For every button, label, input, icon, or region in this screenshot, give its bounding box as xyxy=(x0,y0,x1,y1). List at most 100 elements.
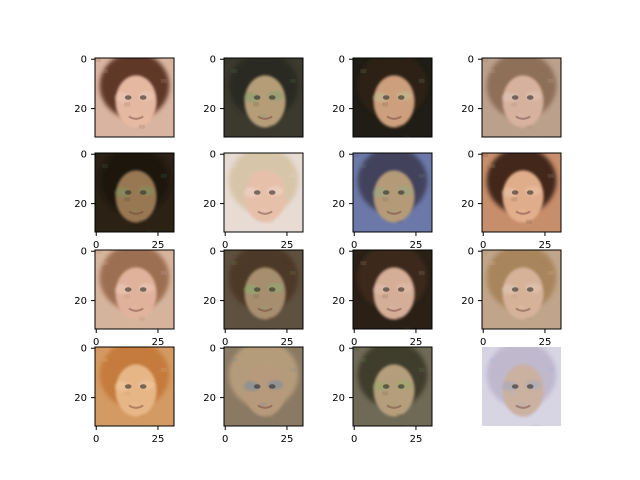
x-tick-label-r3c4-0: 0 xyxy=(480,337,486,348)
x-tick-label-r4c1-0: 0 xyxy=(93,434,99,445)
x-tick-label-r2c1-0: 0 xyxy=(93,240,99,251)
axes-frame-r4c2 xyxy=(223,346,304,427)
x-tick-label-r2c3-25: 25 xyxy=(410,240,423,251)
x-tick-label-r3c4-25: 25 xyxy=(539,337,552,348)
axes-frame-r2c4 xyxy=(481,152,562,233)
face-image-r3c4 xyxy=(482,250,561,329)
x-tick-label-r4c2-0: 0 xyxy=(222,434,228,445)
y-tick-label-r3c4-0: 0 xyxy=(468,247,474,258)
panel-r4c1: 0 20 0 25 xyxy=(74,344,175,445)
x-tick-label-r4c3-25: 25 xyxy=(410,434,423,445)
axes-frame-r3c1 xyxy=(94,249,175,330)
x-tick-label-r4c3-0: 0 xyxy=(351,434,357,445)
panel-r4c4 xyxy=(482,347,561,426)
y-tick-label-r3c4-20: 20 xyxy=(461,296,474,307)
panel-r3c1: 0 20 0 25 xyxy=(74,247,175,348)
face-image-r1c3 xyxy=(353,58,432,137)
x-tick-label-r4c1-25: 25 xyxy=(152,434,165,445)
face-image-r2c1 xyxy=(95,153,174,232)
axes-frame-r2c2 xyxy=(223,152,304,233)
y-tick-label-r3c2-20: 20 xyxy=(203,296,216,307)
y-tick-label-r3c3-0: 0 xyxy=(339,247,345,258)
y-tick-label-r2c1-20: 20 xyxy=(74,199,87,210)
x-tick-label-r2c4-25: 25 xyxy=(539,240,552,251)
panel-r2c1: 0 20 0 25 xyxy=(74,150,175,251)
face-image-r4c3 xyxy=(353,347,432,426)
x-tick-label-r2c1-25: 25 xyxy=(152,240,165,251)
panel-r3c2: 0 20 0 25 xyxy=(203,247,304,348)
x-tick-label-r3c2-0: 0 xyxy=(222,337,228,348)
y-tick-label-r1c4-20: 20 xyxy=(461,104,474,115)
x-tick-label-r2c2-25: 25 xyxy=(281,240,294,251)
axes-frame-r1c3 xyxy=(352,57,433,138)
y-tick-label-r2c1-0: 0 xyxy=(81,150,87,161)
face-image-r1c1 xyxy=(95,58,174,137)
x-tick-label-r3c1-25: 25 xyxy=(152,337,165,348)
y-tick-label-r4c1-20: 20 xyxy=(74,393,87,404)
panel-r2c4: 0 20 0 25 xyxy=(461,150,562,251)
y-tick-label-r3c2-0: 0 xyxy=(210,247,216,258)
axes-frame-r1c2 xyxy=(223,57,304,138)
axes-frame-r3c3 xyxy=(352,249,433,330)
panel-r2c2: 0 20 0 25 xyxy=(203,150,304,251)
y-tick-label-r1c2-20: 20 xyxy=(203,104,216,115)
y-tick-label-r2c2-20: 20 xyxy=(203,199,216,210)
panel-r4c2: 0 20 0 25 xyxy=(203,344,304,445)
face-image-r1c4 xyxy=(482,58,561,137)
face-image-r3c2 xyxy=(224,250,303,329)
y-tick-label-r4c2-20: 20 xyxy=(203,393,216,404)
y-tick-label-r3c1-0: 0 xyxy=(81,247,87,258)
x-tick-label-r3c2-25: 25 xyxy=(281,337,294,348)
axes-frame-r3c2 xyxy=(223,249,304,330)
axes-frame-r2c3 xyxy=(352,152,433,233)
panel-r3c4: 0 20 0 25 xyxy=(461,247,562,348)
panel-r1c4: 0 20 xyxy=(461,55,562,138)
x-tick-label-r3c3-25: 25 xyxy=(410,337,423,348)
face-image-r3c1 xyxy=(95,250,174,329)
face-image-r4c1 xyxy=(95,347,174,426)
axes-frame-r3c4 xyxy=(481,249,562,330)
x-tick-label-r2c3-0: 0 xyxy=(351,240,357,251)
x-tick-label-r3c1-0: 0 xyxy=(93,337,99,348)
face-image-r4c2 xyxy=(224,347,303,426)
y-tick-label-r1c3-0: 0 xyxy=(339,55,345,66)
y-tick-label-r3c3-20: 20 xyxy=(332,296,345,307)
y-tick-label-r4c2-0: 0 xyxy=(210,344,216,355)
y-tick-label-r1c4-0: 0 xyxy=(468,55,474,66)
panel-r2c3: 0 20 0 25 xyxy=(332,150,433,251)
panel-r1c1: 0 20 xyxy=(74,55,175,138)
y-tick-label-r3c1-20: 20 xyxy=(74,296,87,307)
face-image-r4c4 xyxy=(482,347,561,426)
y-tick-label-r2c2-0: 0 xyxy=(210,150,216,161)
x-tick-label-r3c3-0: 0 xyxy=(351,337,357,348)
y-tick-label-r1c3-20: 20 xyxy=(332,104,345,115)
y-tick-label-r1c2-0: 0 xyxy=(210,55,216,66)
axes-frame-r1c1 xyxy=(94,57,175,138)
y-tick-label-r2c4-0: 0 xyxy=(468,150,474,161)
y-tick-label-r4c1-0: 0 xyxy=(81,344,87,355)
y-tick-label-r2c3-20: 20 xyxy=(332,199,345,210)
panel-r1c2: 0 20 xyxy=(203,55,304,138)
y-tick-label-r2c4-20: 20 xyxy=(461,199,474,210)
face-image-r2c2 xyxy=(224,153,303,232)
face-image-r2c3 xyxy=(353,153,432,232)
face-image-r2c4 xyxy=(482,153,561,232)
x-tick-label-r2c2-0: 0 xyxy=(222,240,228,251)
y-tick-label-r4c3-20: 20 xyxy=(332,393,345,404)
y-tick-label-r2c3-0: 0 xyxy=(339,150,345,161)
axes-frame-r1c4 xyxy=(481,57,562,138)
axes-frame-r4c3 xyxy=(352,346,433,427)
axes-frame-r4c1 xyxy=(94,346,175,427)
x-tick-label-r4c2-25: 25 xyxy=(281,434,294,445)
panel-r3c3: 0 20 0 25 xyxy=(332,247,433,348)
x-tick-label-r2c4-0: 0 xyxy=(480,240,486,251)
face-image-r1c2 xyxy=(224,58,303,137)
face-image-r3c3 xyxy=(353,250,432,329)
y-tick-label-r4c3-0: 0 xyxy=(339,344,345,355)
y-tick-label-r1c1-0: 0 xyxy=(81,55,87,66)
panel-r4c3: 0 20 0 25 xyxy=(332,344,433,445)
y-tick-label-r1c1-20: 20 xyxy=(74,104,87,115)
axes-frame-r2c1 xyxy=(94,152,175,233)
